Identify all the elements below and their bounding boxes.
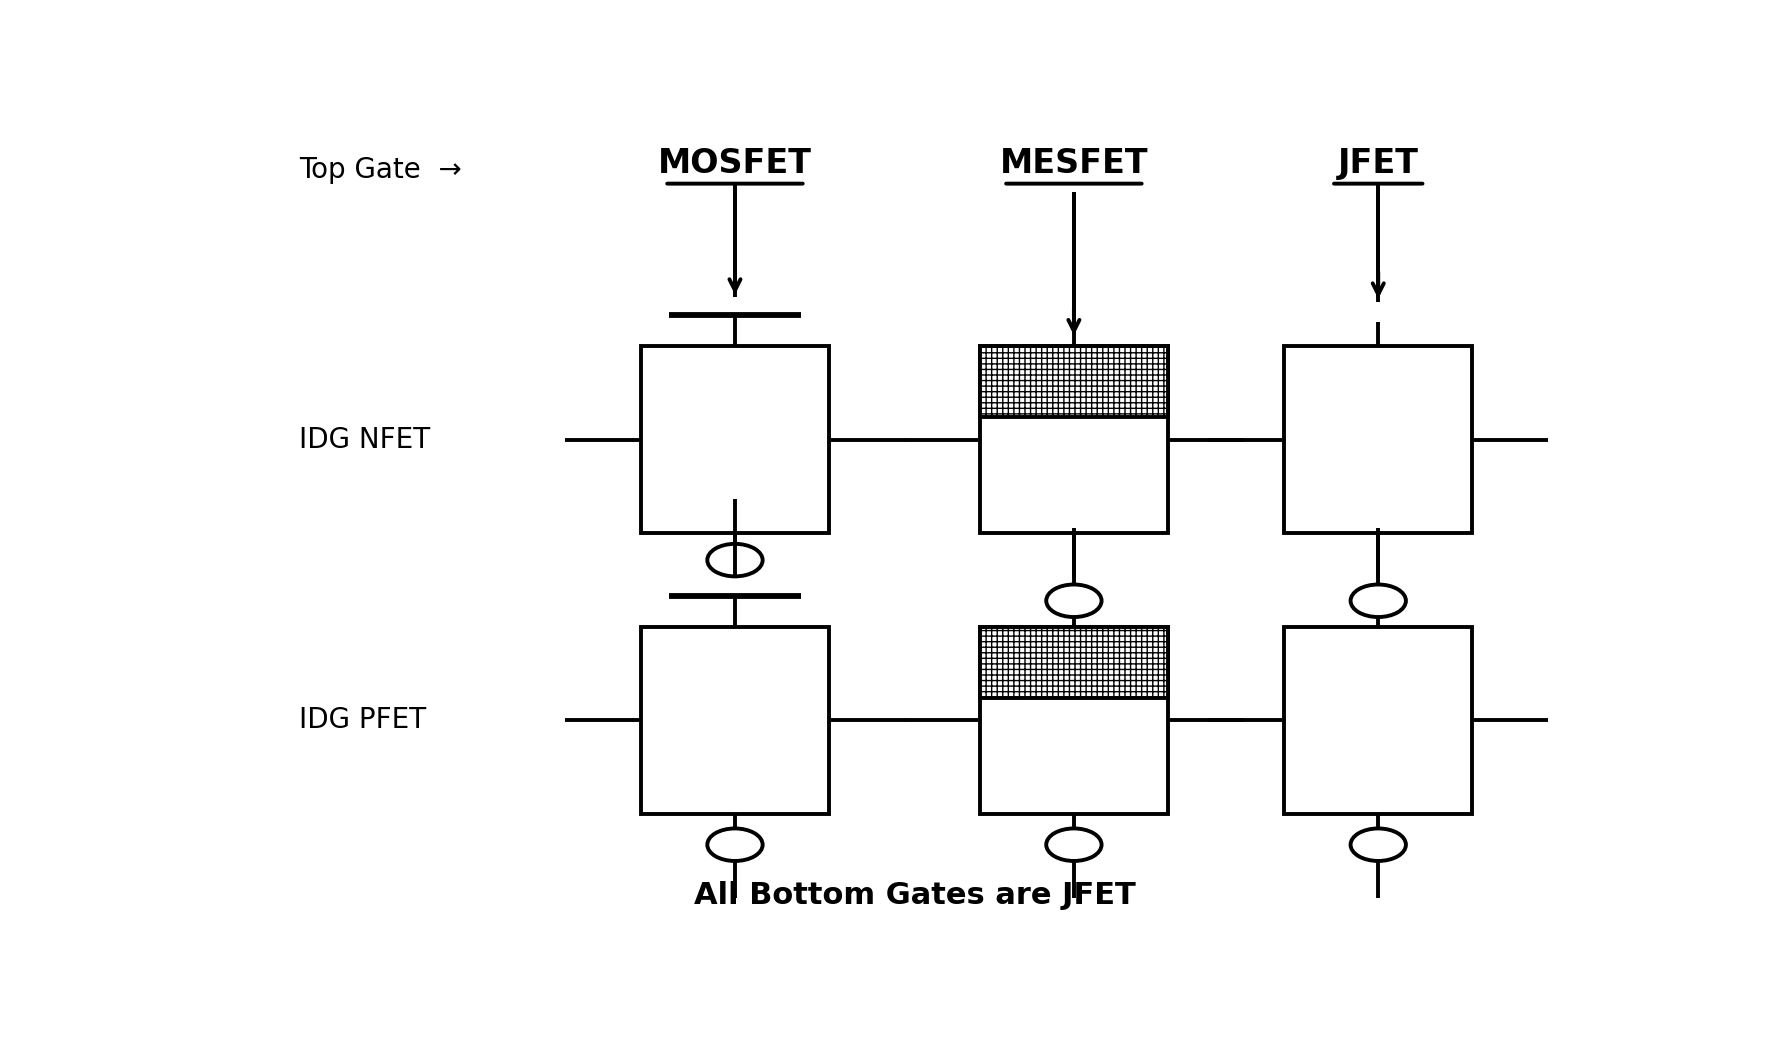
- Bar: [641, 346, 828, 533]
- Bar: [1283, 627, 1473, 814]
- Bar: [980, 346, 1167, 417]
- Bar: [980, 627, 1167, 698]
- Bar: [980, 346, 1167, 533]
- Bar: [641, 627, 828, 814]
- Text: MOSFET: MOSFET: [659, 147, 812, 180]
- Bar: [980, 627, 1167, 814]
- Text: IDG NFET: IDG NFET: [300, 426, 430, 454]
- Text: JFET: JFET: [1337, 147, 1419, 180]
- Text: IDG PFET: IDG PFET: [300, 706, 427, 734]
- Text: Top Gate  →: Top Gate →: [300, 156, 462, 184]
- Text: All Bottom Gates are JFET: All Bottom Gates are JFET: [694, 881, 1135, 909]
- Bar: [1283, 346, 1473, 533]
- Text: MESFET: MESFET: [1000, 147, 1148, 180]
